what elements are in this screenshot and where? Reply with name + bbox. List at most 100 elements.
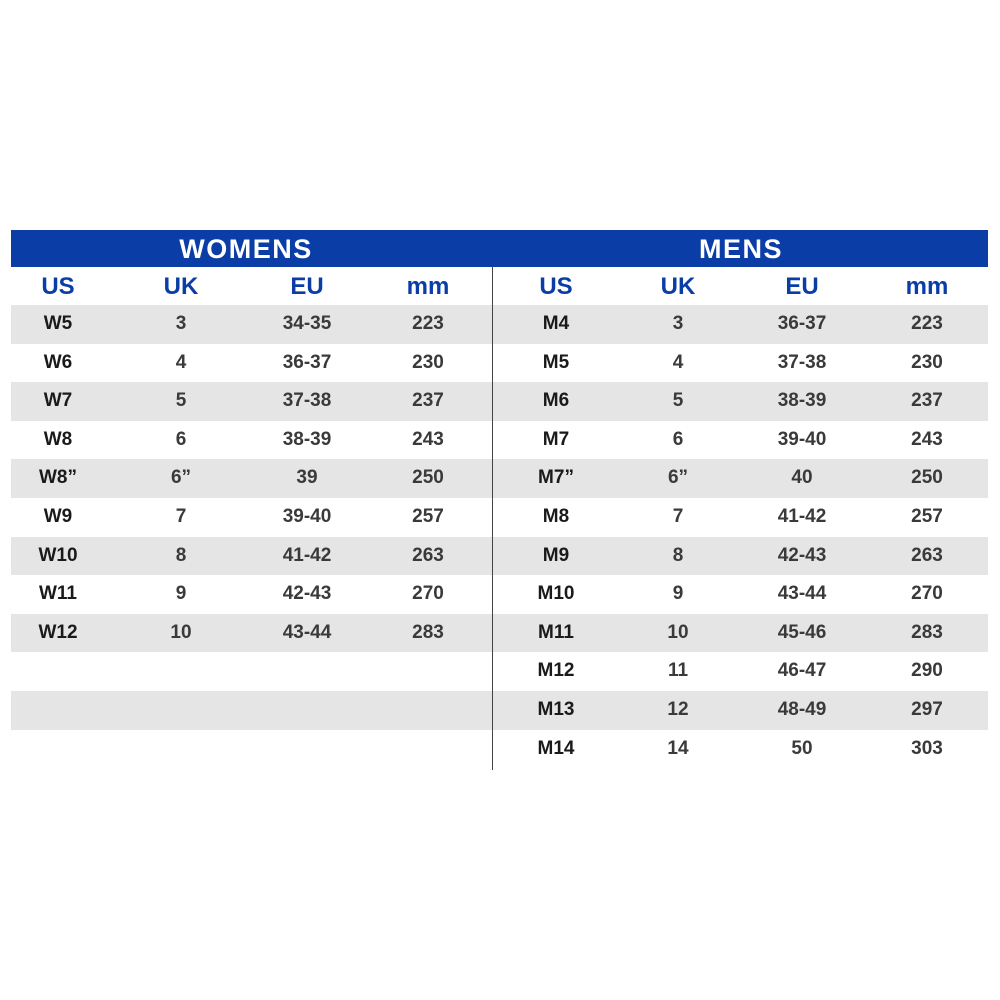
womens-us-cell: W9 [43,506,73,527]
table-row: W7 5 37-38 237 M6 5 38-39 237 [11,382,988,421]
mens-us-cell: M7” [538,467,574,489]
mens-header-uk: UK [660,273,696,300]
womens-uk-cell: 6” [170,467,192,489]
mens-uk-cell: 5 [672,390,684,412]
table-row: W9 7 39-40 257 M8 7 41-42 257 [11,498,988,537]
mens-us-cell: M7 [542,428,570,450]
mens-us-cell: M13 [537,699,575,720]
womens-eu-cell: 41-42 [282,544,332,566]
womens-eu-cell: 34-35 [282,313,332,334]
mens-mm-cell: 230 [911,351,943,373]
womens-mm-cell: 237 [412,390,444,412]
mens-eu-cell: 38-39 [777,390,827,412]
title-banner: WOMENS MENS [11,230,988,267]
mens-mm-cell: 270 [911,583,943,605]
womens-header-eu: EU [290,273,324,300]
mens-mm-cell: 297 [911,699,943,720]
womens-eu-cell: 36-37 [282,351,332,373]
womens-us-cell: W7 [43,390,73,412]
mens-mm-cell: 257 [911,506,943,527]
mens-eu-cell: 45-46 [777,621,827,643]
mens-eu-cell: 40 [791,467,813,489]
womens-eu-cell: 38-39 [282,428,332,450]
womens-us-cell: W12 [38,621,78,643]
mens-mm-cell: 283 [911,621,943,643]
table-row: M12 11 46-47 290 [11,652,988,691]
mens-us-cell: M5 [542,351,570,373]
womens-header-mm: mm [406,273,450,300]
mens-us-cell: M8 [542,506,570,527]
mens-uk-cell: 14 [667,737,689,759]
mens-uk-cell: 6 [672,428,684,450]
mens-mm-cell: 290 [911,660,943,682]
womens-mm-cell: 243 [412,428,444,450]
mens-uk-cell: 12 [667,699,689,720]
womens-us-cell: W6 [43,351,73,373]
mens-eu-cell: 46-47 [777,660,827,682]
womens-uk-cell: 3 [175,313,187,334]
womens-mm-cell: 257 [412,506,444,527]
womens-eu-cell: 39 [296,467,318,489]
table-row: W11 9 42-43 270 M10 9 43-44 270 [11,575,988,614]
mens-mm-cell: 243 [911,428,943,450]
womens-uk-cell: 9 [175,583,187,605]
mens-uk-cell: 11 [667,660,689,682]
mens-us-cell: M12 [537,660,575,682]
mens-eu-cell: 48-49 [777,699,827,720]
mens-us-cell: M6 [542,390,570,412]
mens-mm-cell: 263 [911,544,943,566]
mens-eu-cell: 37-38 [777,351,827,373]
table-row: M13 12 48-49 297 [11,691,988,730]
mens-header-us: US [539,273,573,300]
mens-uk-cell: 3 [672,313,684,334]
mens-mm-cell: 303 [911,737,943,759]
mens-mm-cell: 250 [911,467,943,489]
womens-eu-cell: 43-44 [282,621,332,643]
section-divider [492,267,493,770]
womens-header-us: US [41,273,75,300]
womens-eu-cell: 42-43 [282,583,332,605]
table-row: W8” 6” 39 250 M7” 6” 40 250 [11,459,988,498]
table-row: W8 6 38-39 243 M7 6 39-40 243 [11,421,988,460]
womens-header-uk: UK [163,273,199,300]
mens-eu-cell: 42-43 [777,544,827,566]
womens-mm-cell: 263 [412,544,444,566]
mens-uk-cell: 10 [667,621,689,643]
mens-mm-cell: 223 [911,313,943,334]
mens-uk-cell: 4 [672,351,684,373]
mens-uk-cell: 6” [667,467,689,489]
womens-us-cell: W8 [43,428,73,450]
womens-mm-cell: 270 [412,583,444,605]
table-row: W12 10 43-44 283 M11 10 45-46 283 [11,613,988,653]
mens-uk-cell: 8 [672,544,684,566]
table-row: W10 8 41-42 263 M9 8 42-43 263 [11,536,988,576]
womens-us-cell: W5 [43,313,73,334]
table-row: M14 14 50 303 [11,730,988,769]
mens-us-cell: M14 [537,737,575,759]
womens-eu-cell: 39-40 [282,506,332,527]
table-row: W5 3 34-35 223 M4 3 36-37 223 [11,305,988,344]
womens-uk-cell: 10 [170,621,192,643]
womens-uk-cell: 4 [175,351,187,373]
mens-header-eu: EU [785,273,819,300]
mens-uk-cell: 9 [672,583,684,605]
mens-mm-cell: 237 [911,390,943,412]
mens-eu-cell: 50 [791,737,813,759]
womens-uk-cell: 5 [175,390,187,412]
mens-eu-cell: 36-37 [777,313,827,334]
mens-eu-cell: 43-44 [777,583,827,605]
womens-uk-cell: 8 [175,544,187,566]
mens-us-cell: M9 [542,544,570,566]
mens-eu-cell: 41-42 [777,506,827,527]
mens-us-cell: M10 [537,583,575,605]
womens-mm-cell: 283 [412,621,444,643]
table-row: W6 4 36-37 230 M5 4 37-38 230 [11,344,988,383]
womens-us-cell: W8” [39,467,77,489]
womens-mm-cell: 230 [412,351,444,373]
mens-eu-cell: 39-40 [777,428,827,450]
womens-eu-cell: 37-38 [282,390,332,412]
mens-title: MENS [698,234,783,264]
mens-header-mm: mm [905,273,949,300]
womens-title: WOMENS [179,234,313,264]
womens-us-cell: W10 [38,544,78,566]
